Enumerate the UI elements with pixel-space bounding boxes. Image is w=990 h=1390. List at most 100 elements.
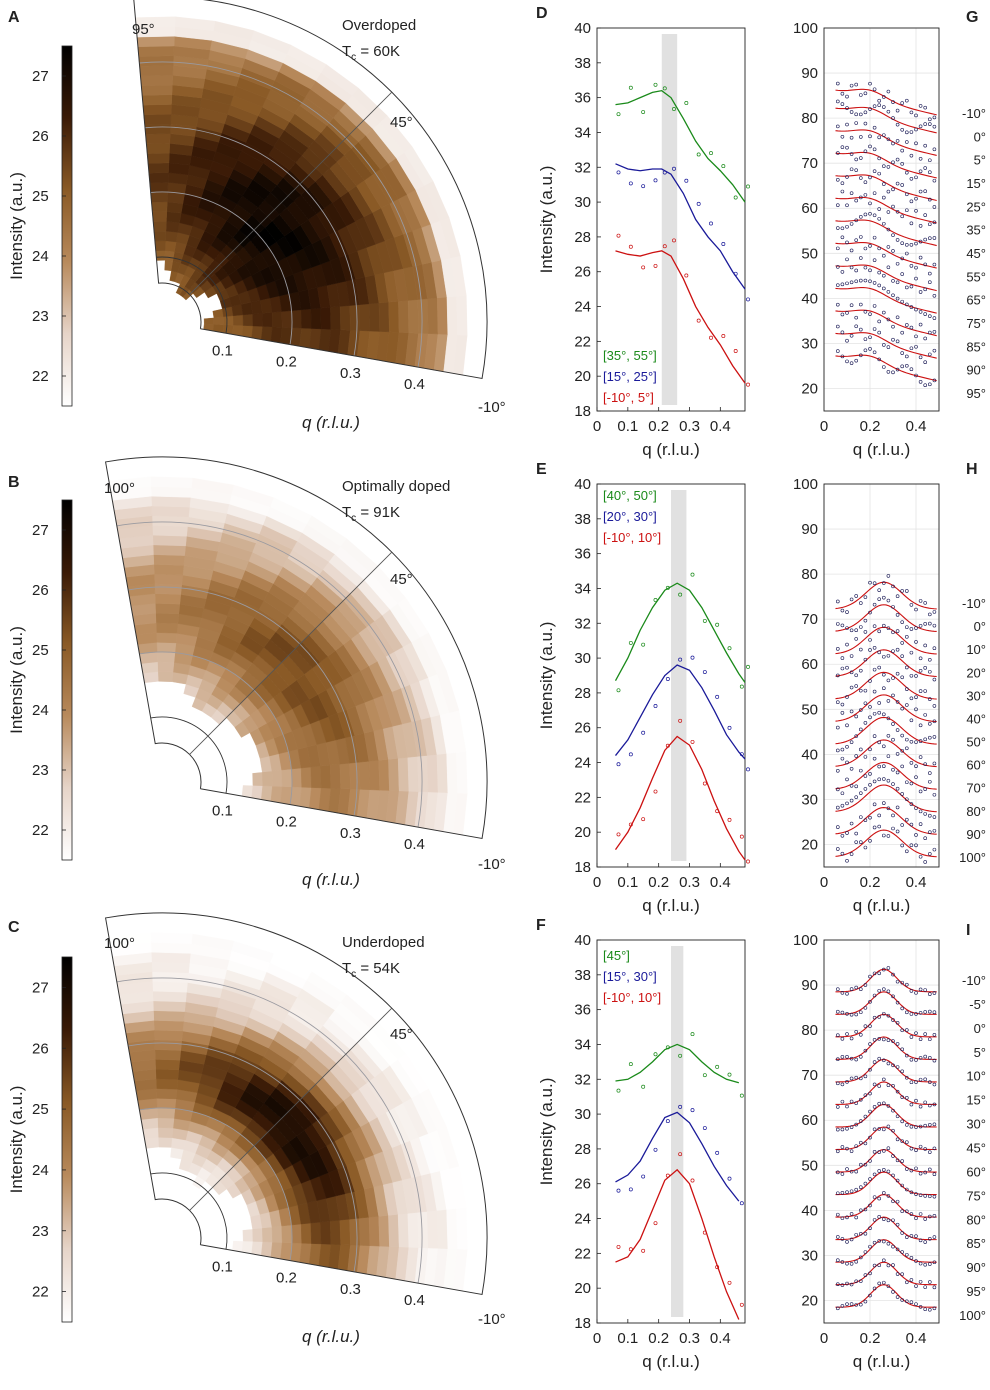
trace-point — [877, 971, 882, 976]
trace-angle-label: 35° — [966, 223, 986, 238]
trace-angle-label: 15° — [966, 176, 986, 191]
intensity-cell — [159, 1166, 170, 1177]
trace-point — [927, 813, 932, 818]
trace-point — [900, 980, 905, 985]
trace-point — [835, 1191, 840, 1196]
radial-tick-label: 0.4 — [404, 1292, 425, 1309]
intensity-cell — [152, 534, 187, 547]
trace-line — [835, 604, 937, 633]
trace-point — [900, 1006, 905, 1011]
trace-point — [881, 1217, 886, 1221]
trace-point — [845, 723, 849, 728]
trace-point — [900, 641, 905, 645]
intensity-cell — [155, 250, 166, 261]
trace-point — [845, 1167, 849, 1171]
trace-angle-label: 55° — [966, 269, 986, 284]
trace-line — [835, 1013, 937, 1038]
trace-point — [849, 222, 854, 226]
trace-point — [868, 335, 872, 340]
trace-point — [840, 803, 845, 808]
trace-point — [914, 1259, 918, 1263]
trace-point — [891, 204, 895, 209]
trace-point — [891, 1063, 895, 1068]
trace-point — [900, 1272, 905, 1276]
trace-angle-label: 30° — [966, 1117, 986, 1132]
trace-point — [863, 688, 868, 693]
trace-point — [854, 795, 859, 799]
trace-point — [868, 580, 872, 585]
colorbar-tick-label: 25 — [32, 188, 49, 205]
intensity-cell — [146, 143, 171, 154]
colorbar-tick-label: 23 — [32, 308, 49, 325]
intensity-cell — [291, 309, 302, 329]
plot-frame — [596, 483, 746, 868]
trace-point — [923, 360, 928, 364]
trace-point — [877, 1239, 882, 1243]
intensity-cell — [152, 525, 188, 537]
intensity-cell — [417, 755, 429, 793]
legend-entry: [-10°, 5°] — [603, 390, 654, 405]
trace-point — [835, 1057, 840, 1062]
data-point — [678, 1104, 683, 1109]
trace-point — [891, 826, 895, 831]
intensity-cell — [148, 172, 169, 183]
radial-grid-ring — [156, 256, 228, 334]
trace-point — [923, 622, 928, 626]
intensity-cell — [154, 593, 181, 605]
intensity-cell — [142, 1127, 159, 1139]
trace-point — [909, 1124, 914, 1129]
data-point — [672, 238, 676, 243]
data-point — [678, 718, 683, 723]
trace-point — [872, 1015, 877, 1020]
series-line — [615, 163, 746, 290]
trace-point — [918, 1279, 923, 1284]
trace-point — [923, 988, 928, 992]
data-point — [684, 178, 689, 183]
trace-point — [845, 610, 849, 614]
trace-point — [927, 271, 932, 276]
trace-point — [900, 183, 905, 187]
trace-point — [840, 91, 845, 96]
plot-frame — [596, 939, 746, 1324]
trace-point — [835, 787, 840, 792]
trace-line — [835, 716, 937, 745]
trace-point — [845, 695, 849, 699]
trace-point — [854, 112, 859, 117]
trace-point — [854, 714, 859, 719]
y-tick-label: 24 — [574, 755, 591, 772]
trace-point — [891, 676, 895, 680]
trace-point — [909, 718, 914, 723]
trace-point — [900, 214, 905, 219]
chart-panel-g: G 20 30 40 50 60 70 80 90 100 0 0.2 0.4 q (r.l.u.) -1… — [793, 9, 986, 459]
trace-point — [895, 829, 900, 834]
trace-point — [835, 1127, 840, 1132]
trace-angle-label: 40° — [966, 711, 986, 726]
intensity-cell — [145, 133, 171, 145]
trace-point — [872, 1286, 877, 1291]
trace-point — [932, 1058, 937, 1063]
trace-point — [914, 1148, 918, 1152]
polar-panel-underdoped: C 22 23 24 25 26 27 Intensity (a.u.) 0.1 0.2 0.3… — [7, 912, 506, 1346]
intensity-cell — [281, 310, 293, 328]
intensity-cell — [271, 1225, 283, 1243]
trace-point — [877, 1215, 882, 1219]
y-tick-label: 60 — [801, 1112, 818, 1129]
trace-point — [835, 302, 840, 307]
trace-point — [891, 249, 895, 253]
angle-label-max: 100° — [104, 480, 135, 497]
data-point — [628, 181, 633, 186]
trace-point — [923, 1262, 928, 1267]
trace-point — [849, 191, 854, 195]
highlight-band — [661, 34, 678, 405]
trace-point — [904, 243, 909, 247]
trace-line — [835, 332, 937, 359]
trace-point — [845, 281, 849, 286]
trace-point — [895, 157, 900, 162]
intensity-cell — [251, 325, 263, 340]
y-tick-label: 38 — [574, 511, 591, 528]
trace-point — [886, 210, 891, 214]
trace-point — [891, 782, 895, 786]
data-point — [746, 664, 750, 669]
trace-line — [835, 174, 937, 202]
trace-point — [868, 1159, 872, 1163]
